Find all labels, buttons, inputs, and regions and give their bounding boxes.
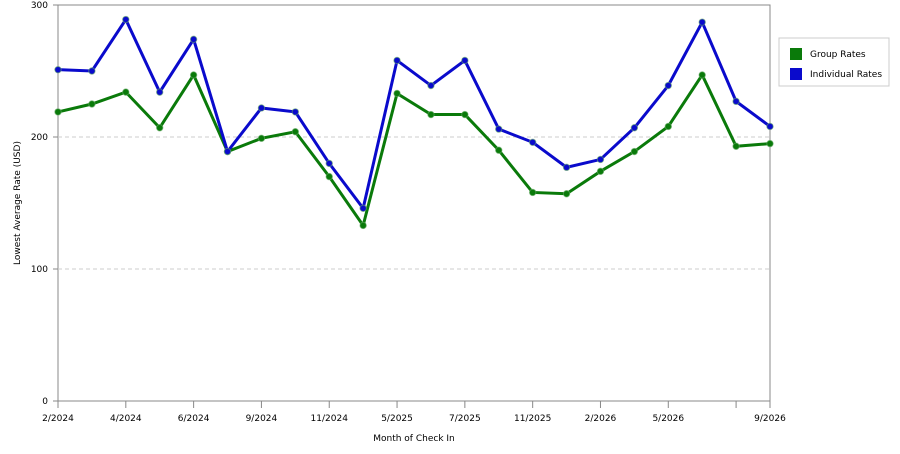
data-point (122, 15, 130, 24)
data-point (766, 139, 774, 148)
data-point (596, 155, 605, 164)
data-point (156, 124, 164, 132)
data-point (54, 108, 62, 116)
x-tick-label: 5/2025 (381, 414, 413, 424)
data-point (325, 159, 333, 168)
data-point (427, 110, 435, 119)
data-point (461, 56, 469, 65)
data-point (461, 110, 469, 119)
data-point (291, 108, 300, 116)
x-axis-label: Month of Check In (373, 434, 455, 444)
data-point (664, 122, 672, 131)
x-tick-label: 5/2026 (652, 414, 684, 424)
x-tick-label: 4/2024 (110, 414, 142, 424)
data-point (257, 104, 266, 112)
x-tick-label: 11/2025 (514, 414, 551, 424)
x-tick-label: 2/2026 (585, 414, 617, 424)
data-point (732, 97, 740, 106)
x-tick-label: 9/2024 (246, 414, 278, 424)
data-point (325, 172, 333, 181)
data-point (766, 122, 774, 131)
data-point (223, 147, 232, 156)
data-point (359, 221, 367, 230)
x-tick-label: 7/2025 (449, 414, 481, 424)
legend-swatch (790, 48, 802, 60)
data-point (596, 167, 605, 176)
x-tick-label: 9/2026 (754, 414, 786, 424)
data-point (630, 147, 639, 156)
data-point (393, 89, 401, 98)
data-point (54, 65, 62, 74)
series-line (57, 16, 771, 212)
data-point (189, 71, 198, 79)
data-point (664, 81, 672, 90)
data-point (189, 35, 198, 44)
data-point (630, 124, 639, 132)
y-tick-label: 300 (31, 1, 48, 11)
data-point (528, 188, 537, 197)
data-point (562, 190, 571, 198)
data-point (698, 71, 706, 79)
x-tick-label: 11/2024 (311, 414, 349, 424)
legend-label: Group Rates (810, 50, 866, 60)
data-point (156, 88, 164, 96)
data-point (495, 146, 503, 154)
y-tick-label: 0 (42, 397, 48, 407)
data-point (393, 56, 401, 65)
legend-label: Individual Rates (810, 70, 882, 80)
y-tick-label: 200 (31, 133, 48, 143)
data-point (528, 138, 537, 146)
plot-frame (57, 4, 771, 402)
data-point (495, 125, 503, 133)
data-point (122, 88, 130, 96)
series-line (57, 71, 771, 229)
data-point (88, 67, 96, 75)
x-tick-label: 2/2024 (42, 414, 74, 424)
data-point (88, 100, 96, 108)
data-point (291, 128, 300, 136)
legend-swatch (790, 68, 802, 80)
data-point (427, 81, 435, 90)
y-axis-label: Lowest Average Rate (USD) (13, 141, 23, 265)
x-tick-label: 6/2024 (178, 414, 210, 424)
data-point (732, 142, 740, 150)
data-point (698, 18, 706, 26)
data-point (257, 134, 266, 143)
data-point (562, 163, 571, 172)
y-tick-label: 100 (31, 265, 48, 275)
data-point (359, 204, 367, 212)
